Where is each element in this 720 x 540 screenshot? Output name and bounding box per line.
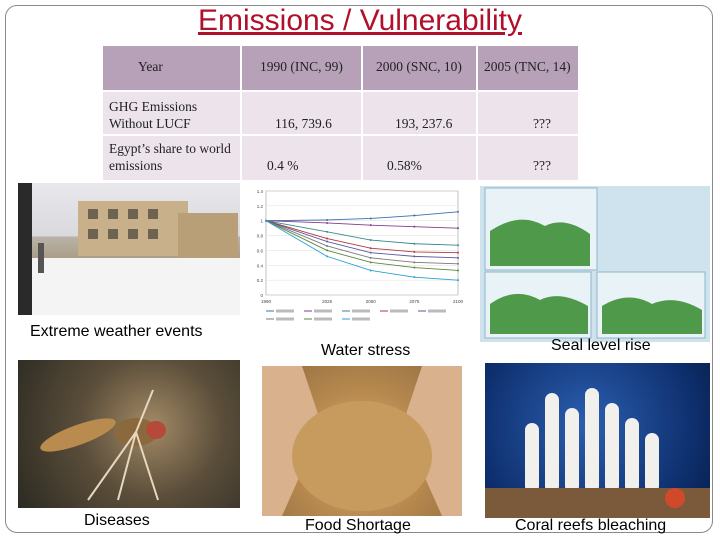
chart-point [326, 218, 329, 221]
chart-point [326, 244, 329, 247]
row-divider [103, 90, 578, 92]
chart-x-tick-label: 1990 [261, 299, 272, 304]
chart-y-tick-label: 0 [260, 293, 263, 298]
chart-point [369, 239, 372, 242]
chart-point [457, 251, 459, 254]
chart-point [457, 256, 459, 259]
table-header-2005: 2005 (TNC, 14) [484, 59, 571, 74]
chart-point [413, 261, 416, 264]
mosquito-photo-art [40, 389, 166, 501]
chart-x-tick-label: 2100 [453, 299, 464, 304]
chart-point [413, 242, 416, 245]
caption-food-shortage: Food Shortage [305, 517, 411, 534]
sea-level-maps [480, 186, 710, 342]
chart-legend-text-placeholder [276, 317, 294, 321]
weather-photo-art [18, 183, 240, 315]
table-row-bg [103, 136, 578, 180]
table-header-2000: 2000 (SNC, 10) [376, 59, 462, 74]
column-divider [476, 46, 478, 180]
grain-photo-art [262, 366, 462, 516]
mosquito-photo [18, 360, 240, 508]
caption-coral-bleaching: Coral reefs bleaching [515, 517, 667, 534]
chart-point [457, 269, 459, 272]
chart-legend-text-placeholder [276, 309, 294, 313]
chart-plot-area [265, 190, 459, 296]
table-row-bg [103, 92, 578, 134]
chart-point [413, 276, 416, 279]
chart-point [457, 210, 459, 213]
chart-point [413, 225, 416, 228]
table-row-label: emissions [109, 158, 163, 173]
chart-point [326, 240, 329, 243]
caption-diseases: Diseases [84, 512, 150, 529]
column-divider [361, 46, 363, 180]
chart-x-tick-label: 2075 [409, 299, 420, 304]
chart-point [457, 279, 459, 282]
row-divider [103, 134, 578, 136]
chart-point [265, 219, 267, 222]
chart-point [326, 221, 329, 224]
chart-legend-text-placeholder [352, 317, 370, 321]
table-row-label: GHG Emissions [109, 99, 198, 114]
chart-point [457, 244, 459, 247]
chart-y-tick-label: 0.8 [257, 234, 264, 239]
table-header-1990: 1990 (INC, 99) [260, 59, 343, 74]
chart-point [326, 255, 329, 258]
chart-point [369, 217, 372, 220]
caption-water-stress: Water stress [321, 342, 411, 359]
table-cell: 0.4 % [267, 158, 299, 173]
sea-level-maps-art [484, 187, 706, 339]
chart-y-tick-label: 0.2 [257, 278, 264, 283]
chart-point [326, 230, 329, 233]
table-cell: ??? [533, 116, 551, 131]
table-row-label: Without LUCF [109, 116, 191, 131]
chart-x-tick-label: 2050 [366, 299, 377, 304]
extreme-weather-photo [18, 183, 240, 315]
chart-point [369, 269, 372, 272]
chart-point [369, 256, 372, 259]
chart-point [326, 237, 329, 240]
water-stress-chart: 0 0.2 0.4 0.6 0.8 1 1.2 1.4 1990 2025 2050 2075 2100 [257, 189, 464, 321]
coral-photo-art [485, 388, 710, 518]
slide-title: Emissions / Vulnerability [197, 4, 522, 37]
chart-point [369, 251, 372, 254]
coral-reef-photo [485, 363, 710, 518]
caption-extreme-weather: Extreme weather events [30, 323, 203, 340]
chart-point [326, 249, 329, 252]
chart-point [369, 224, 372, 227]
chart-legend-text-placeholder [314, 309, 332, 313]
chart-y-tick-label: 0.6 [257, 248, 264, 253]
table-row-label: Egypt’s share to world [109, 141, 231, 156]
grain-hands-photo [262, 366, 462, 516]
chart-y-tick-label: 0.4 [257, 263, 264, 268]
chart-y-tick-label: 1.4 [257, 189, 264, 194]
slide-frame [5, 5, 713, 533]
table-header-bg [103, 46, 578, 90]
emissions-table: Year 1990 (INC, 99) 2000 (SNC, 10) 2005 … [103, 46, 578, 180]
caption-sea-level: Seal level rise [551, 337, 651, 354]
chart-x-tick-label: 2025 [322, 299, 333, 304]
table-cell: 193, 237.6 [395, 116, 453, 131]
chart-point [413, 255, 416, 258]
table-cell: 116, 739.6 [275, 116, 332, 131]
chart-legend-text-placeholder [314, 317, 332, 321]
chart-legend-text-placeholder [352, 309, 370, 313]
table-cell: ??? [533, 158, 551, 173]
chart-point [413, 250, 416, 253]
chart-legend-text-placeholder [390, 309, 408, 313]
chart-y-tick-label: 1.2 [257, 204, 264, 209]
table-cell: 0.58% [387, 158, 422, 173]
chart-point [457, 227, 459, 230]
chart-point [369, 247, 372, 250]
chart-point [369, 261, 372, 264]
chart-legend-text-placeholder [428, 309, 446, 313]
chart-point [413, 214, 416, 217]
column-divider [240, 46, 242, 180]
chart-y-tick-label: 1 [260, 219, 263, 224]
chart-point [457, 262, 459, 265]
table-header-year: Year [138, 59, 163, 74]
chart-point [413, 266, 416, 269]
